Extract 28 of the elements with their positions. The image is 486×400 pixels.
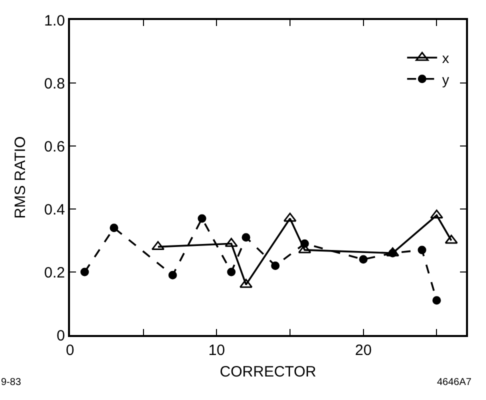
point xyxy=(418,246,426,254)
point xyxy=(224,238,238,247)
point xyxy=(432,296,441,305)
y-tick-label: 0.4 xyxy=(44,201,65,218)
y-axis-title: RMS RATIO xyxy=(12,136,29,219)
text: 9-83 xyxy=(1,377,22,388)
point xyxy=(271,261,280,270)
y-tick-label: 0 xyxy=(56,327,65,344)
x-axis-title: CORRECTOR xyxy=(220,364,316,380)
point xyxy=(430,210,444,219)
point xyxy=(242,233,250,242)
legend-label: y xyxy=(442,71,450,88)
y-tick-label: 0.8 xyxy=(44,75,65,92)
y-tick-label: 0.2 xyxy=(44,264,65,282)
point xyxy=(300,239,309,248)
point xyxy=(198,214,206,223)
legend-label: x xyxy=(442,50,450,66)
point xyxy=(359,255,368,264)
point xyxy=(168,270,177,280)
point xyxy=(110,224,118,232)
point xyxy=(444,234,458,244)
text: 4646A7 xyxy=(437,377,472,388)
y-tick-label: 0.6 xyxy=(44,138,65,156)
x-tick-label: 20 xyxy=(354,342,372,359)
point xyxy=(227,268,236,276)
x-tick-label: 10 xyxy=(208,342,226,359)
point xyxy=(80,268,89,276)
y-tick-label: 1.0 xyxy=(44,12,65,30)
